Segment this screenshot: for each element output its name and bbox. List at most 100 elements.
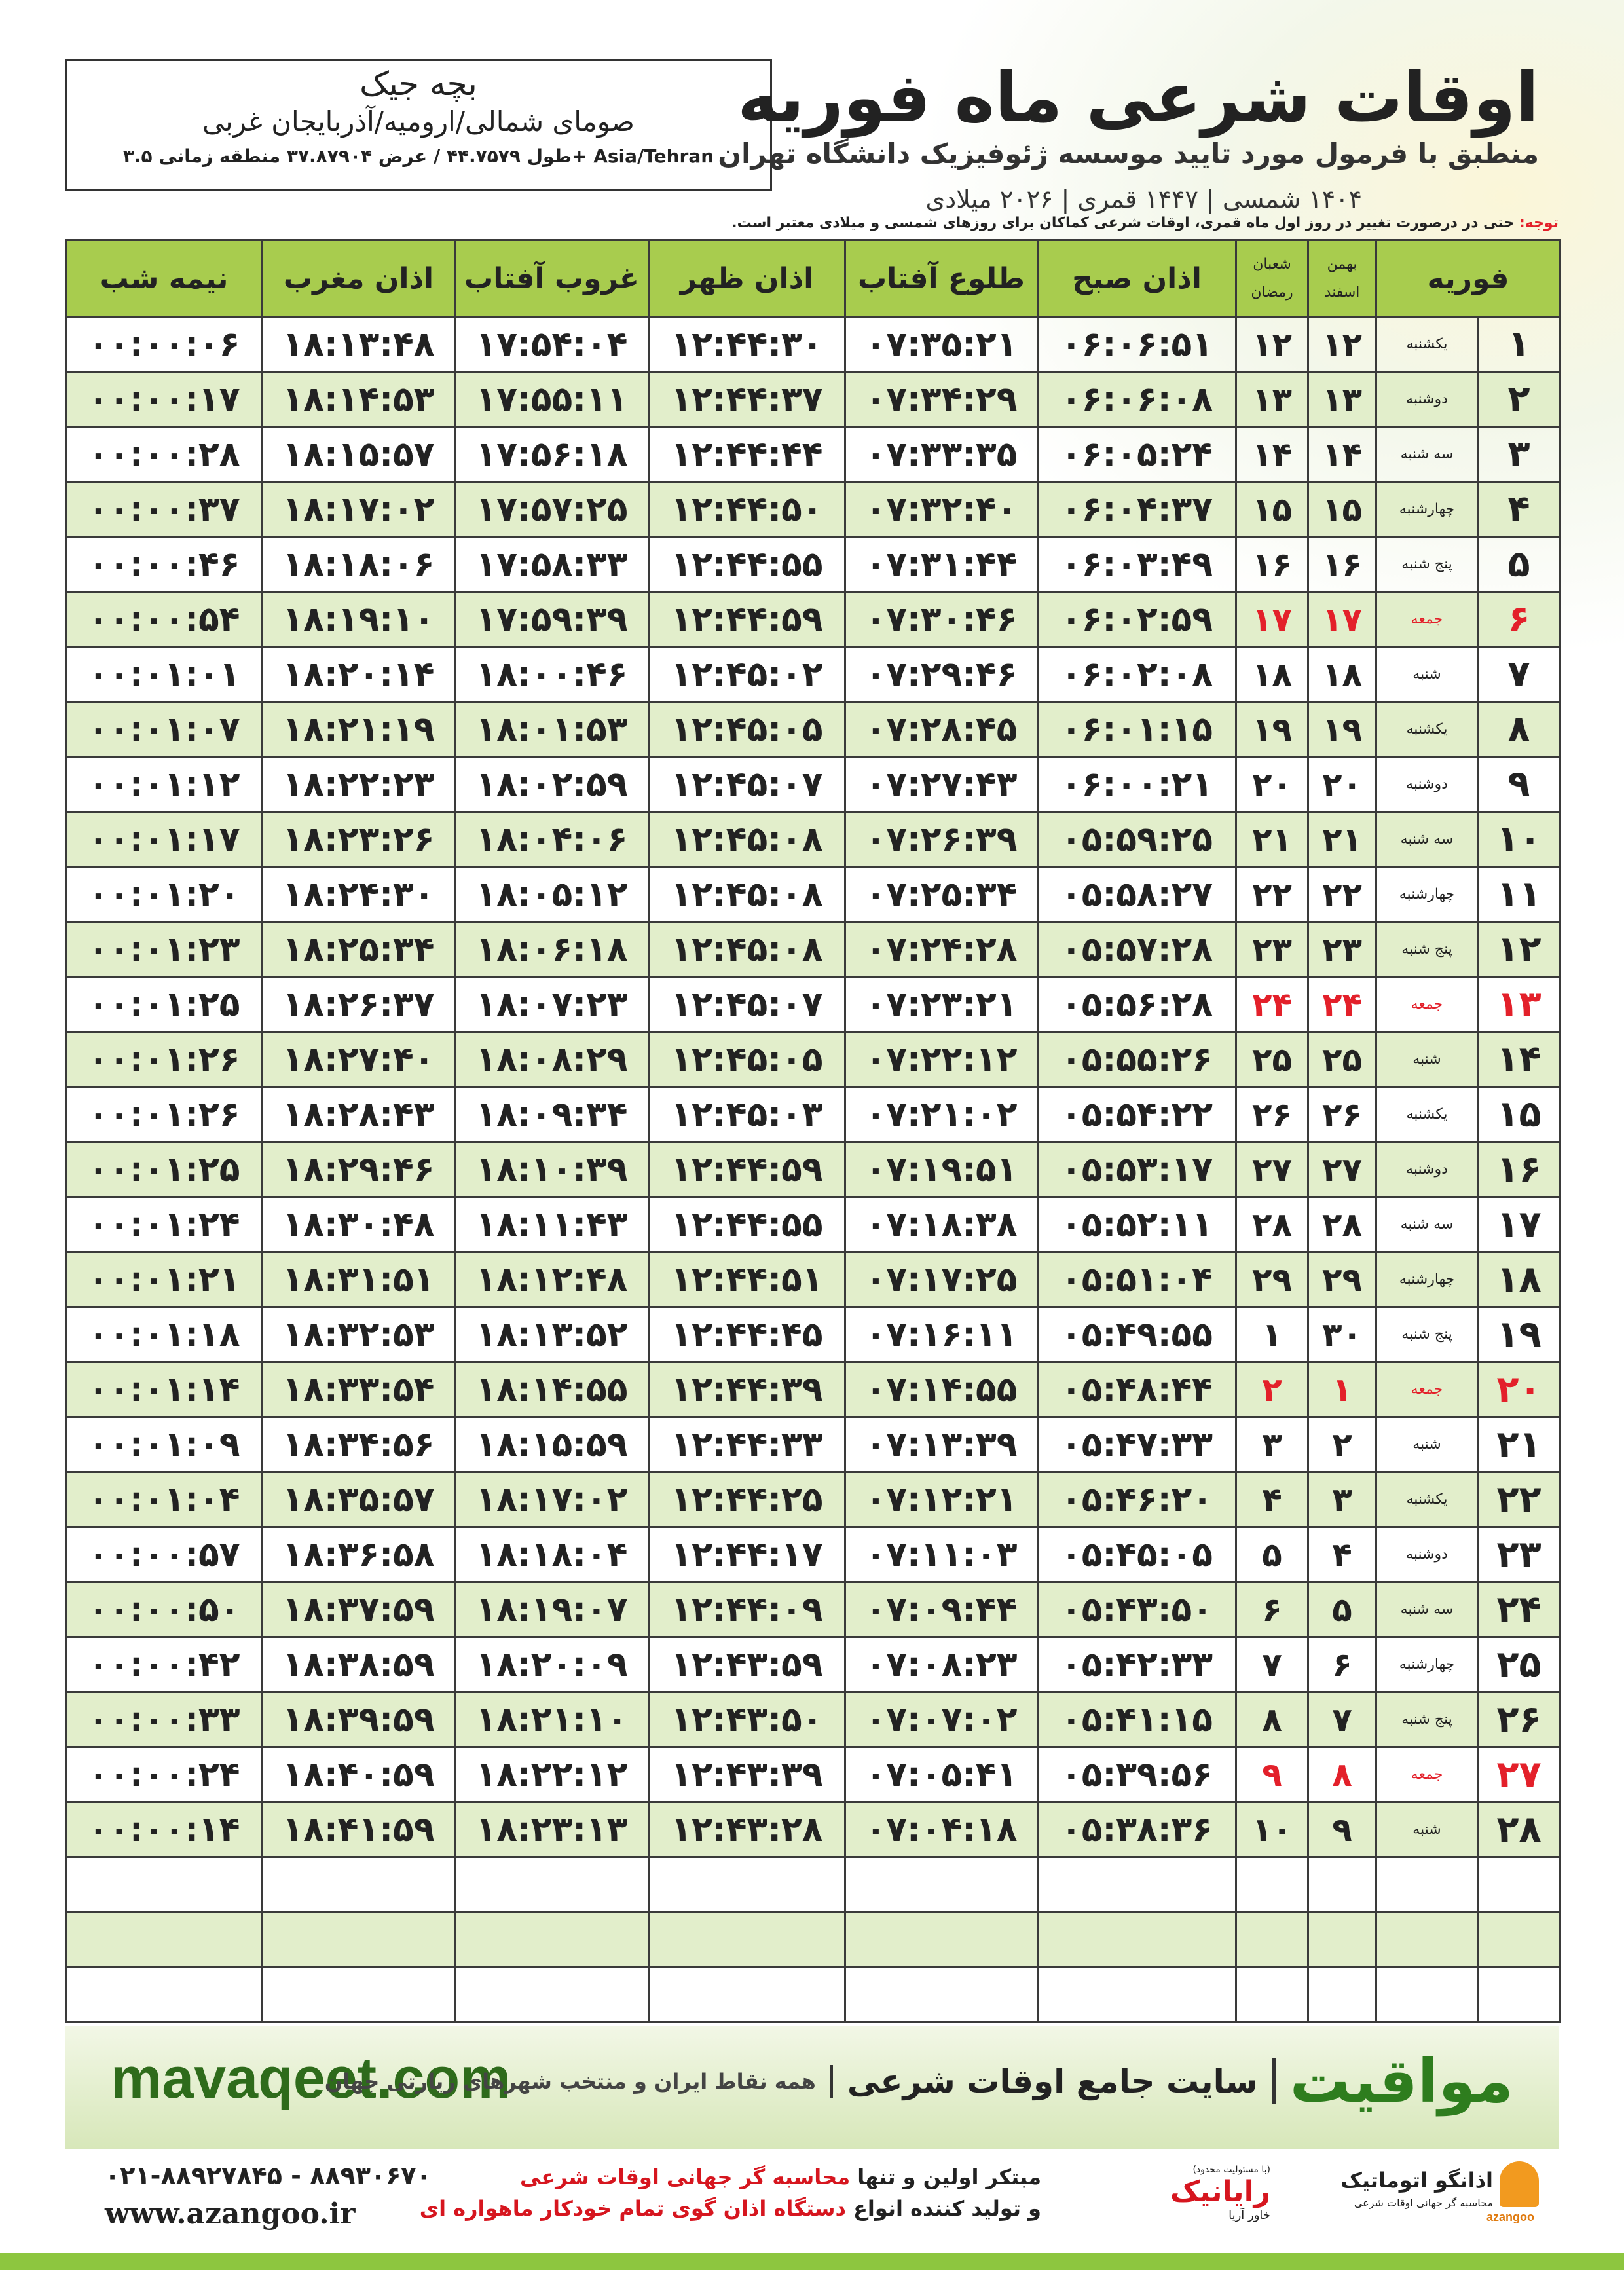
weekday: دوشنبه — [1375, 371, 1479, 428]
prayer-time: ۱۸:۲۵:۳۴ — [261, 921, 456, 978]
prayer-time: ۱۸:۰۷:۲۳ — [454, 976, 650, 1033]
table-row: ۱۰ سه شنبه ۲۱ ۲۱ ۰۵:۵۹:۲۵ ۰۷:۲۶:۳۹ ۱۲:۴۵:۰۸ ۱۸:… — [65, 811, 1561, 868]
empty-cell — [1477, 1911, 1561, 1968]
table-row: ۲۵ چهارشنبه ۶ ۷ ۰۵:۴۲:۳۳ ۰۷:۰۸:۲۳ ۱۲:۴۳:۵۹ ۱۸:۲… — [65, 1636, 1561, 1693]
month-day: ۶ — [1307, 1636, 1377, 1693]
prayer-time: ۰۷:۳۳:۳۵ — [844, 426, 1039, 483]
prayer-time: ۱۲:۴۴:۴۴ — [648, 426, 846, 483]
prayer-time: ۰۷:۳۱:۴۴ — [844, 536, 1039, 593]
month-day: ۱ — [1307, 1361, 1377, 1418]
prayer-time: ۰۷:۰۷:۰۲ — [844, 1691, 1039, 1748]
table-row: ۲ دوشنبه ۱۳ ۱۳ ۰۶:۰۶:۰۸ ۰۷:۳۴:۲۹ ۱۲:۴۴:۳۷ ۱۷:۵۵… — [65, 371, 1561, 428]
table-row: ۱۹ پنج شنبه ۳۰ ۱ ۰۵:۴۹:۵۵ ۰۷:۱۶:۱۱ ۱۲:۴۴:۴۵ ۱۸:… — [65, 1306, 1561, 1363]
month-day: ۹ — [1307, 1801, 1377, 1858]
prayer-time: ۰۷:۳۰:۴۶ — [844, 591, 1039, 648]
month-day: ۲۰ — [1235, 756, 1309, 813]
table-row: ۶ جمعه ۱۷ ۱۷ ۰۶:۰۲:۵۹ ۰۷:۳۰:۴۶ ۱۲:۴۴:۵۹ ۱۷:۵۹:۳… — [65, 591, 1561, 648]
prayer-time: ۱۲:۴۴:۵۵ — [648, 1196, 846, 1253]
month-day: ۲۴ — [1235, 976, 1309, 1033]
prayer-time: ۱۸:۱۴:۵۵ — [454, 1361, 650, 1418]
prayer-time: ۱۸:۰۹:۳۴ — [454, 1086, 650, 1143]
month-day: ۲۶ — [1235, 1086, 1309, 1143]
prayer-time: ۱۸:۳۰:۴۸ — [261, 1196, 456, 1253]
website: www.azangoo.ir — [105, 2197, 356, 2231]
day-number: ۲۲ — [1477, 1471, 1561, 1528]
note-text: حتی در درصورت تغییر در روز اول ماه قمری،… — [731, 215, 1515, 231]
month-day: ۷ — [1307, 1691, 1377, 1748]
empty-cell — [261, 1856, 456, 1913]
prayer-time: ۰۵:۵۶:۲۸ — [1037, 976, 1237, 1033]
prayer-time: ۰۰:۰۱:۲۶ — [65, 1086, 263, 1143]
weekday: پنج شنبه — [1375, 1306, 1479, 1363]
weekday: سه شنبه — [1375, 1581, 1479, 1638]
empty-cell — [1307, 1856, 1377, 1913]
month-day: ۸ — [1307, 1746, 1377, 1803]
month-day: ۱۵ — [1307, 481, 1377, 538]
empty-cell — [1307, 1911, 1377, 1968]
weekday: شنبه — [1375, 1031, 1479, 1088]
bottom-stripe — [0, 2253, 1624, 2270]
month-day: ۷ — [1235, 1636, 1309, 1693]
empty-row — [65, 1911, 1561, 1968]
empty-cell — [1235, 1856, 1309, 1913]
prayer-time: ۱۸:۱۰:۳۹ — [454, 1141, 650, 1198]
month-day: ۳۰ — [1307, 1306, 1377, 1363]
prayer-time: ۱۲:۴۳:۵۹ — [648, 1636, 846, 1693]
empty-cell — [454, 1856, 650, 1913]
prayer-time: ۰۷:۲۳:۲۱ — [844, 976, 1039, 1033]
prayer-time: ۱۸:۳۸:۵۹ — [261, 1636, 456, 1693]
month-day: ۱۸ — [1235, 646, 1309, 703]
location-name: بچه جیک — [360, 65, 477, 103]
day-number: ۱ — [1477, 316, 1561, 373]
lunar-header: شعبان رمضان — [1235, 239, 1309, 318]
empty-cell — [1375, 1966, 1479, 2023]
month-day: ۲۳ — [1307, 921, 1377, 978]
day-number: ۲۱ — [1477, 1416, 1561, 1473]
day-number: ۲ — [1477, 371, 1561, 428]
prayer-time: ۰۰:۰۱:۲۶ — [65, 1031, 263, 1088]
prayer-time: ۱۸:۴۰:۵۹ — [261, 1746, 456, 1803]
prayer-time: ۱۸:۳۹:۵۹ — [261, 1691, 456, 1748]
month-day: ۵ — [1307, 1581, 1377, 1638]
empty-cell — [1307, 1966, 1377, 2023]
prayer-time: ۰۰:۰۱:۰۱ — [65, 646, 263, 703]
weekday: دوشنبه — [1375, 1141, 1479, 1198]
prayer-time: ۰۷:۱۱:۰۳ — [844, 1526, 1039, 1583]
prayer-time: ۱۲:۴۵:۰۵ — [648, 1031, 846, 1088]
prayer-time: ۱۲:۴۵:۰۲ — [648, 646, 846, 703]
month-day: ۸ — [1235, 1691, 1309, 1748]
title: اوقات شرعی ماه فوریه — [737, 58, 1539, 138]
weekday: پنج شنبه — [1375, 921, 1479, 978]
table-row: ۱۱ چهارشنبه ۲۲ ۲۲ ۰۵:۵۸:۲۷ ۰۷:۲۵:۳۴ ۱۲:۴۵:۰۸ ۱۸… — [65, 866, 1561, 923]
table-body: ۱ یکشنبه ۱۲ ۱۲ ۰۶:۰۶:۵۱ ۰۷:۳۵:۲۱ ۱۲:۴۴:۳۰ ۱۷:۵۴… — [65, 316, 1561, 2023]
prayer-time: ۱۸:۲۲:۱۲ — [454, 1746, 650, 1803]
day-number: ۱۷ — [1477, 1196, 1561, 1253]
weekday: شنبه — [1375, 1801, 1479, 1858]
day-number: ۱۱ — [1477, 866, 1561, 923]
prayer-time: ۰۷:۱۷:۲۵ — [844, 1251, 1039, 1308]
day-number: ۴ — [1477, 481, 1561, 538]
weekday: جمعه — [1375, 976, 1479, 1033]
day-number: ۶ — [1477, 591, 1561, 648]
subtitle: منطبق با فرمول مورد تایید موسسه ژئوفیزیک… — [718, 138, 1539, 170]
month-day: ۵ — [1235, 1526, 1309, 1583]
prayer-time: ۰۷:۰۹:۴۴ — [844, 1581, 1039, 1638]
month-day: ۲۷ — [1235, 1141, 1309, 1198]
table-row: ۲۳ دوشنبه ۴ ۵ ۰۵:۴۵:۰۵ ۰۷:۱۱:۰۳ ۱۲:۴۴:۱۷ ۱۸:۱۸:… — [65, 1526, 1561, 1583]
day-number: ۲۳ — [1477, 1526, 1561, 1583]
day-number: ۱۵ — [1477, 1086, 1561, 1143]
logo-sub: خاور آریا — [1228, 2208, 1270, 2222]
weekday: پنج شنبه — [1375, 536, 1479, 593]
weekday: چهارشنبه — [1375, 1636, 1479, 1693]
month-day: ۱۷ — [1307, 591, 1377, 648]
logo-note: (با مسئولیت محدود) — [1192, 2165, 1270, 2175]
prayer-time: ۱۲:۴۵:۰۷ — [648, 976, 846, 1033]
prayer-time: ۱۲:۴۴:۵۹ — [648, 591, 846, 648]
prayer-time: ۱۸:۰۰:۴۶ — [454, 646, 650, 703]
month-day: ۲ — [1235, 1361, 1309, 1418]
prayer-time: ۰۵:۳۹:۵۶ — [1037, 1746, 1237, 1803]
prayer-time: ۱۸:۰۴:۰۶ — [454, 811, 650, 868]
empty-cell — [65, 1911, 263, 1968]
table-row: ۱۵ یکشنبه ۲۶ ۲۶ ۰۵:۵۴:۲۲ ۰۷:۲۱:۰۲ ۱۲:۴۵:۰۳ ۱۸:۰… — [65, 1086, 1561, 1143]
table-row: ۲۸ شنبه ۹ ۱۰ ۰۵:۳۸:۳۶ ۰۷:۰۴:۱۸ ۱۲:۴۳:۲۸ ۱۸:۲۳:۱… — [65, 1801, 1561, 1858]
